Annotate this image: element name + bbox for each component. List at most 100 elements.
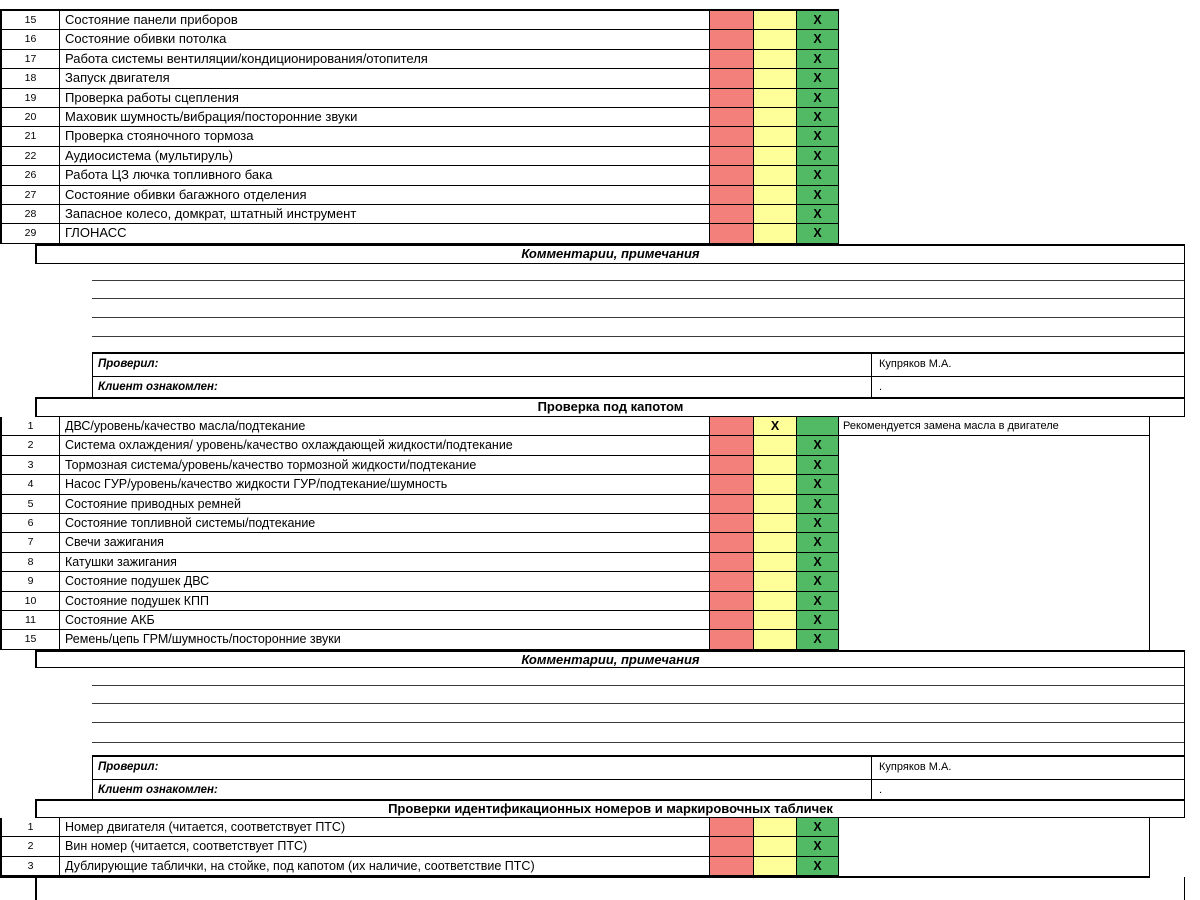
row-number: 21: [2, 127, 60, 147]
check-item-label: Проверка работы сцепления: [60, 88, 710, 108]
status-cell-green: X: [797, 837, 839, 857]
comment-cell: [839, 630, 1150, 650]
status-cell-red: [710, 610, 754, 631]
status-cell-red: [710, 837, 754, 857]
status-cell-yellow: [754, 11, 797, 31]
row-number: 15: [2, 11, 60, 31]
table-row: 27 Состояние обивки багажного отделения X: [2, 185, 839, 205]
check-item-label: Вин номер (читается, соответствует ПТС): [60, 837, 710, 857]
status-cell-green: X: [797, 107, 839, 128]
status-cell-red: [710, 533, 754, 553]
comment-cell: [839, 552, 1150, 573]
table-row: 8 Катушки зажигания X: [2, 552, 1150, 573]
status-cell-red: [710, 69, 754, 89]
status-cell-green: X: [797, 49, 839, 70]
status-cell-green: X: [797, 494, 839, 514]
client-ack-row: Клиент ознакомлен: .: [93, 377, 1184, 399]
status-cell-red: [710, 494, 754, 514]
comment-cell: [839, 837, 1150, 857]
check-item-label: Аудиосистема (мультируль): [60, 146, 710, 167]
comment-cell: [839, 818, 1150, 838]
check-item-label: ДВС/уровень/качество масла/подтекание: [60, 417, 710, 437]
sign-block-2: Проверил: Купряков М.А. Клиент ознакомле…: [92, 755, 1185, 803]
table-row: 1 ДВС/уровень/качество масла/подтекание X Р…: [2, 417, 1150, 437]
status-cell-green: X: [797, 610, 839, 631]
row-number: 18: [2, 69, 60, 89]
row-number: 22: [2, 146, 60, 167]
status-cell-green: X: [797, 818, 839, 838]
status-cell-yellow: [754, 166, 797, 186]
status-cell-red: [710, 49, 754, 70]
row-number: 19: [2, 88, 60, 108]
status-cell-green: X: [797, 88, 839, 108]
table-row: 19 Проверка работы сцепления X: [2, 88, 839, 108]
status-cell-yellow: [754, 455, 797, 476]
status-cell-yellow: [754, 107, 797, 128]
table-row: 6 Состояние топливной системы/подтекание X: [2, 513, 1150, 534]
comment-cell: [839, 591, 1150, 611]
section-header-id-plates-label: Проверки идентификационных номеров и мар…: [388, 801, 833, 816]
table-row: 10 Состояние подушек КПП X: [2, 591, 1150, 611]
checked-by-label: Проверил:: [98, 358, 159, 370]
status-cell-red: [710, 552, 754, 573]
table-row: 3 Тормозная система/уровень/качество торм…: [2, 455, 1150, 476]
status-cell-yellow: [754, 494, 797, 514]
comment-cell: [839, 610, 1150, 631]
section-header-under-hood: Проверка под капотом: [35, 397, 1185, 417]
status-cell-red: [710, 30, 754, 50]
row-number: 16: [2, 30, 60, 50]
status-cell-yellow: [754, 837, 797, 857]
table-row: 29 ГЛОНАСС X: [2, 224, 839, 244]
table-row: 15 Состояние панели приборов X: [2, 11, 839, 31]
status-cell-green: X: [797, 455, 839, 476]
client-ack-label: Клиент ознакомлен:: [98, 784, 218, 796]
status-cell-green: X: [797, 30, 839, 50]
comment-line: [92, 685, 1184, 686]
sign-block-1: Проверил: Купряков М.А. Клиент ознакомле…: [92, 352, 1185, 400]
row-number: 17: [2, 49, 60, 70]
comment-cell: [839, 533, 1150, 553]
status-cell-yellow: [754, 224, 797, 244]
check-item-label: Дублирующие таблички, на стойке, под кап…: [60, 856, 710, 877]
status-cell-red: [710, 818, 754, 838]
status-cell-yellow: [754, 513, 797, 534]
check-item-label: Состояние АКБ: [60, 610, 710, 631]
check-item-label: Тормозная система/уровень/качество тормо…: [60, 455, 710, 476]
row-number: 10: [2, 591, 60, 611]
status-cell-red: [710, 630, 754, 650]
check-item-label: Запасное колесо, домкрат, штатный инстру…: [60, 204, 710, 225]
status-cell-red: [710, 11, 754, 31]
status-cell-yellow: [754, 610, 797, 631]
status-cell-green: X: [797, 552, 839, 573]
status-cell-yellow: [754, 69, 797, 89]
status-cell-green: X: [797, 185, 839, 205]
row-number: 3: [2, 856, 60, 877]
status-cell-yellow: [754, 630, 797, 650]
status-cell-green: X: [797, 146, 839, 167]
row-number: 1: [2, 417, 60, 437]
comment-cell: [839, 455, 1150, 476]
status-cell-red: [710, 224, 754, 244]
comment-cell: Рекомендуется замена масла в двигателе: [839, 417, 1150, 437]
table-row: 26 Работа ЦЗ лючка топливного бака X: [2, 166, 839, 186]
comment-cell: [839, 494, 1150, 514]
row-number: 1: [2, 818, 60, 838]
under-hood-checks-table: 1 ДВС/уровень/качество масла/подтекание X Р…: [0, 417, 1150, 650]
check-item-label: Состояние топливной системы/подтекание: [60, 513, 710, 534]
comments-header-2-label: Комментарии, примечания: [521, 652, 700, 667]
comment-line: [92, 317, 1184, 318]
status-cell-green: X: [797, 591, 839, 611]
status-cell-green: X: [797, 856, 839, 877]
status-cell-green: X: [797, 436, 839, 456]
row-number: 2: [2, 436, 60, 456]
status-cell-yellow: [754, 572, 797, 592]
check-item-label: Состояние подушек ДВС: [60, 572, 710, 592]
comment-line: [92, 722, 1184, 723]
status-cell-yellow: [754, 49, 797, 70]
check-item-label: Номер двигателя (читается, соответствует…: [60, 818, 710, 838]
status-cell-yellow: [754, 88, 797, 108]
table-row: 11 Состояние АКБ X: [2, 610, 1150, 631]
status-cell-red: [710, 513, 754, 534]
status-cell-red: [710, 204, 754, 225]
status-cell-yellow: [754, 436, 797, 456]
